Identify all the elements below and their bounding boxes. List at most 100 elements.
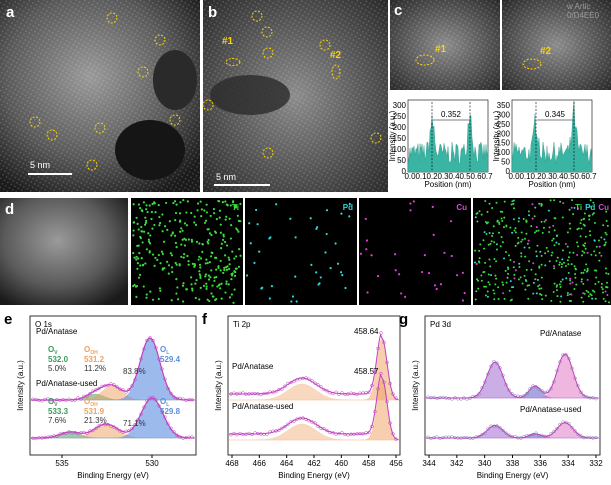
eds-dot: [171, 232, 174, 235]
sample-name: Pd/Anatase-used: [520, 405, 581, 414]
eds-dot: [137, 228, 140, 231]
eds-dot: [494, 274, 497, 277]
y-axis-label: Intensity (a.u.): [16, 360, 25, 411]
eds-dot: [193, 264, 196, 267]
eds-dot: [175, 278, 178, 281]
eds-dot: [199, 200, 202, 203]
eds-dot: [560, 266, 563, 269]
eds-dot: [223, 240, 227, 244]
eds-dot: [135, 255, 138, 258]
eds-dot: [223, 268, 226, 272]
data-point: [229, 433, 233, 437]
eds-dot: [551, 251, 554, 254]
eds-dot: [148, 242, 152, 245]
peak-energy: 531.2: [84, 355, 105, 364]
eds-dot: [605, 219, 608, 222]
eds-dot: [569, 227, 572, 230]
eds-dot: [588, 218, 591, 221]
x-tick-label: 468: [225, 459, 239, 468]
eds-dot: [138, 252, 141, 255]
eds-dot: [233, 270, 236, 273]
eds-dot: [480, 274, 483, 277]
eds-dot: [521, 282, 524, 285]
x-tick-label: 456: [389, 459, 403, 468]
eds-dot: [603, 238, 606, 241]
eds-dot: [477, 279, 480, 282]
eds-dot: [157, 297, 160, 301]
eds-dot: [187, 238, 191, 241]
eds-dot: [211, 251, 214, 255]
eds-dot: [591, 213, 594, 216]
eds-dot: [474, 298, 477, 301]
eds-dot: [521, 238, 524, 241]
eds-dot: [153, 223, 156, 227]
eds-dot: [163, 267, 166, 270]
eds-dot: [183, 222, 187, 225]
eds-dot: [484, 285, 487, 288]
eds-dot: [230, 278, 233, 281]
eds-dot: [228, 267, 231, 271]
peak-symbol: O: [48, 397, 54, 406]
eds-dot: [541, 298, 544, 301]
eds-dot: [520, 231, 523, 234]
eds-dot: [149, 234, 152, 237]
eds-dot: [600, 286, 603, 289]
eds-dot: [549, 199, 552, 202]
data-point: [130, 426, 134, 431]
eds-dot: [183, 237, 186, 240]
data-point: [480, 432, 484, 437]
eds-dot: [593, 290, 596, 293]
eds-dot: [461, 299, 464, 302]
eds-dot: [567, 263, 570, 266]
eds-dot: [204, 273, 207, 276]
eds-dot: [573, 287, 576, 290]
peak-name: OOH: [84, 397, 98, 408]
element-label: Cu: [598, 203, 609, 212]
eds-dot: [553, 199, 556, 202]
data-point: [280, 426, 284, 430]
eds-dot: [226, 204, 229, 207]
eds-dot: [492, 225, 495, 228]
eds-dot: [202, 284, 206, 287]
eds-dot: [151, 202, 154, 206]
eds-dot: [197, 258, 200, 261]
eds-map: [245, 198, 357, 305]
eds-dot: [181, 238, 184, 241]
eds-dot: [558, 283, 561, 286]
eds-dot: [528, 246, 531, 249]
spectrum-title: Pd 3d: [430, 320, 451, 329]
eds-dot: [150, 217, 153, 221]
eds-dot: [586, 267, 589, 270]
panel-label: b: [208, 4, 217, 21]
eds-dot: [210, 269, 213, 272]
eds-dot: [503, 200, 506, 203]
eds-dot: [253, 261, 256, 264]
eds-dot: [552, 224, 555, 227]
atom-marker: [262, 147, 274, 159]
eds-dot: [598, 259, 601, 262]
eds-dot: [512, 202, 515, 205]
eds-dot: [370, 254, 373, 257]
eds-dot: [537, 229, 540, 232]
eds-dot: [592, 212, 595, 215]
eds-dot: [581, 250, 584, 253]
data-point: [118, 387, 122, 391]
sample-name: Pd/Anatase: [36, 327, 78, 336]
eds-dot: [227, 283, 230, 286]
eds-dot: [154, 211, 157, 214]
eds-dot: [507, 254, 510, 257]
eds-dot: [170, 299, 173, 302]
eds-dot: [207, 274, 210, 277]
marker-ellipse: [522, 58, 542, 70]
eds-dot: [205, 211, 209, 214]
eds-dot: [604, 241, 607, 244]
data-point: [570, 426, 574, 430]
data-point: [426, 435, 430, 439]
eds-dot: [559, 200, 562, 203]
eds-dot: [555, 241, 558, 244]
eds-dot: [175, 263, 178, 266]
peak-share: 83.8%: [123, 367, 146, 376]
eds-dot: [223, 266, 226, 269]
eds-dot: [582, 218, 585, 221]
eds-dot: [526, 284, 529, 287]
